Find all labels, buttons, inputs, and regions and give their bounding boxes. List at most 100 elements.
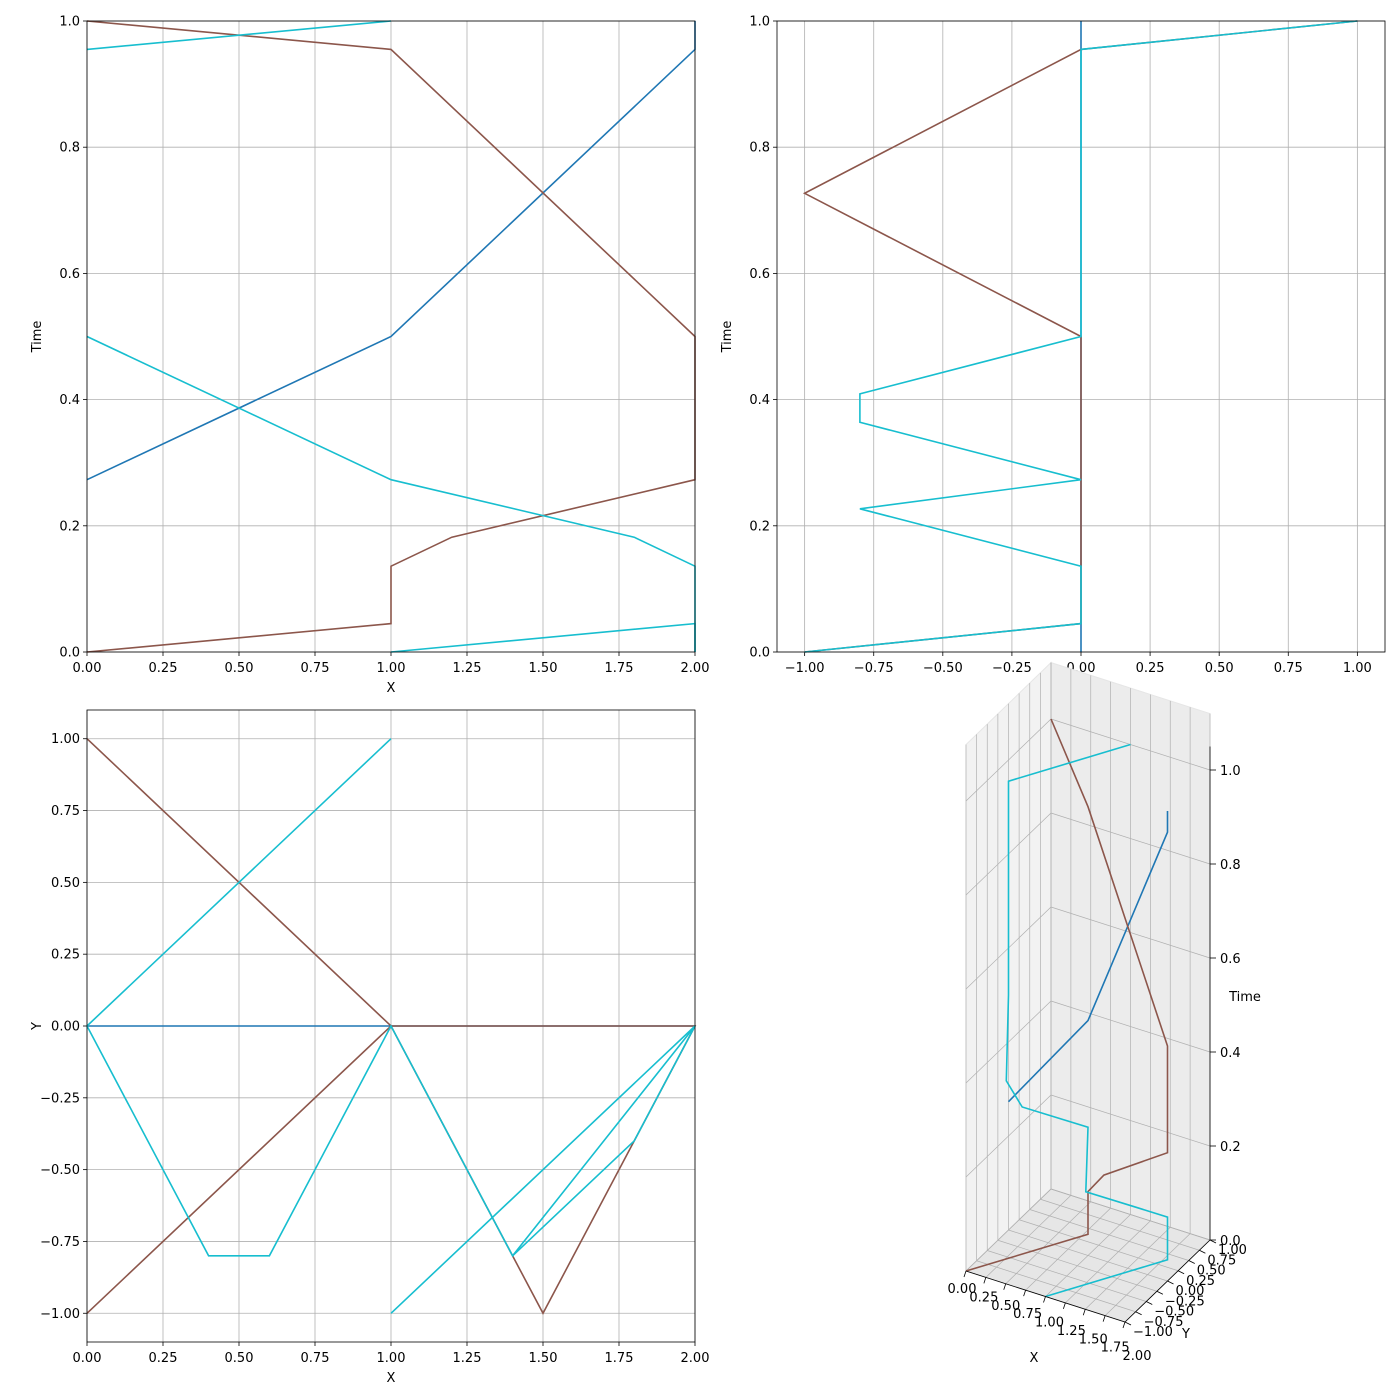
y-axis-label: Y — [1181, 1327, 1190, 1342]
xt-plot: 0.00 0.25 0.50 0.75 1.00 1.25 1.50 1.75 2.00 0.0 0… — [30, 15, 709, 697]
z-gridline — [1050, 1094, 1211, 1147]
y-tick-label: 1.00 — [1218, 1243, 1247, 1258]
x-tick-label: −0.50 — [923, 661, 963, 676]
x-tick-label: −0.75 — [854, 661, 894, 676]
x-tick-label: 0.25 — [149, 1351, 178, 1366]
x-tick — [963, 1270, 967, 1278]
plot-frame — [86, 20, 696, 653]
y-gridline — [1029, 1209, 1189, 1261]
series-line-cyan — [804, 20, 1358, 653]
z-tick-label: 0.6 — [1220, 952, 1241, 967]
x-tick-label: 0.50 — [225, 661, 254, 676]
y-tick-label: 0.50 — [51, 876, 80, 891]
x-tick-label: 2.00 — [1123, 1349, 1152, 1364]
y-tick-label: 0.2 — [749, 519, 770, 534]
x-tick — [1122, 1321, 1126, 1329]
series-line-cyan — [390, 1025, 696, 1314]
y-gridline — [1040, 1198, 1200, 1251]
y-tick — [1167, 1280, 1174, 1285]
y-tick-label: −0.50 — [1154, 1305, 1194, 1320]
x-tick-label: 0.25 — [1136, 661, 1165, 676]
y-tick-label: 0.75 — [51, 804, 80, 819]
y-tick-label: 0.25 — [51, 948, 80, 963]
x-tick — [983, 1277, 987, 1284]
x-tick-label: 1.00 — [377, 661, 406, 676]
y-tick-label: 0.2 — [59, 519, 80, 534]
y-axis-label: Time — [30, 321, 45, 354]
x-tick-label: 1.50 — [529, 661, 558, 676]
x-tick-label: 0.50 — [1205, 661, 1234, 676]
x-tick-label: 1.00 — [377, 1351, 406, 1366]
y-tick-label: 0.25 — [1186, 1274, 1215, 1289]
y-axis-label: Y — [30, 1022, 45, 1031]
x-tick-label: 2.00 — [681, 661, 710, 676]
y-tick — [1135, 1311, 1142, 1316]
y-tick-label: 0.6 — [749, 267, 770, 282]
x-tick-label: 2.00 — [681, 1351, 710, 1366]
z-gridline — [1050, 1000, 1211, 1053]
x-tick-label: 1.75 — [605, 661, 634, 676]
x-tick — [1023, 1289, 1027, 1297]
x-tick-label: 0.00 — [73, 1351, 102, 1366]
y-tick-label: 0.0 — [59, 646, 80, 661]
x-tick — [1082, 1309, 1086, 1316]
x-axis-label: X — [387, 1371, 396, 1386]
z-tick-label: 1.0 — [1220, 764, 1241, 779]
y-tick — [1188, 1260, 1195, 1264]
x-tick-label: 0.00 — [73, 661, 102, 676]
x-tick-label: 0.25 — [149, 661, 178, 676]
x-tick-label: −0.25 — [992, 661, 1032, 676]
x-gridline — [1085, 1226, 1171, 1310]
y-tick — [1209, 1239, 1217, 1244]
y-tick-label: 0.00 — [51, 1020, 80, 1035]
series-line-cyan — [86, 738, 392, 1027]
z-gridline — [965, 718, 1052, 802]
x-tick-label: 1.50 — [1079, 1332, 1108, 1347]
x-tick-label: −1.00 — [785, 661, 825, 676]
plot-frame — [86, 709, 696, 1343]
y-tick-label: −0.75 — [40, 1235, 80, 1250]
z-gridline — [965, 1094, 1052, 1178]
y-tick-label: −0.75 — [1144, 1315, 1184, 1330]
y-gridline — [1019, 1219, 1179, 1272]
x-tick-label: 1.50 — [529, 1351, 558, 1366]
z-tick-label: 0.0 — [1220, 1234, 1241, 1249]
y-tick-label: 1.0 — [749, 15, 770, 30]
y-tick — [1199, 1249, 1206, 1254]
y-tick-label: 0.8 — [59, 141, 80, 156]
z-gridline — [1050, 812, 1211, 865]
y-axis-label: Time — [720, 321, 735, 354]
y-tick-label: 0.4 — [749, 393, 770, 408]
y-tick — [1156, 1290, 1164, 1295]
z-tick-label: 0.4 — [1220, 1046, 1241, 1061]
x-tick — [1062, 1302, 1066, 1310]
x-tick — [1043, 1296, 1046, 1303]
series-line-brown — [86, 20, 696, 653]
z-gridline — [965, 1000, 1052, 1084]
x-tick-label: 1.75 — [1101, 1341, 1130, 1356]
grid-lines-3d — [965, 662, 1211, 1323]
x-tick-label: 1.00 — [1035, 1316, 1064, 1331]
y-tick-label: −0.25 — [40, 1091, 80, 1106]
x-gridline — [1065, 1220, 1151, 1304]
x-tick-label: 0.75 — [1013, 1307, 1042, 1322]
x-tick-label: 0.25 — [969, 1290, 998, 1305]
x-tick — [1003, 1283, 1007, 1290]
z-tick-label: 0.2 — [1220, 1140, 1241, 1155]
y-tick-label: 0.0 — [749, 646, 770, 661]
x-tick-label: 0.50 — [225, 1351, 254, 1366]
y-tick-label: −1.00 — [40, 1307, 80, 1322]
x-axis-label: X — [1030, 1351, 1039, 1366]
x-gridline — [1104, 1233, 1191, 1316]
x-tick-label: 1.75 — [605, 1351, 634, 1366]
y-tick-label: 0.4 — [59, 393, 80, 408]
z-tick-label: 0.8 — [1220, 858, 1241, 873]
x-tick-label: 0.00 — [948, 1282, 977, 1297]
trajectory-cyan — [1005, 743, 1169, 1298]
z-axis-label: Time — [1228, 990, 1261, 1005]
3d-plot: 0.000.250.500.751.001.251.501.752.00−1.0… — [948, 661, 1261, 1366]
y-tick-label: 0.00 — [1176, 1284, 1205, 1299]
x-axis-label: X — [387, 681, 396, 696]
x-tick-label: 1.25 — [453, 1351, 482, 1366]
